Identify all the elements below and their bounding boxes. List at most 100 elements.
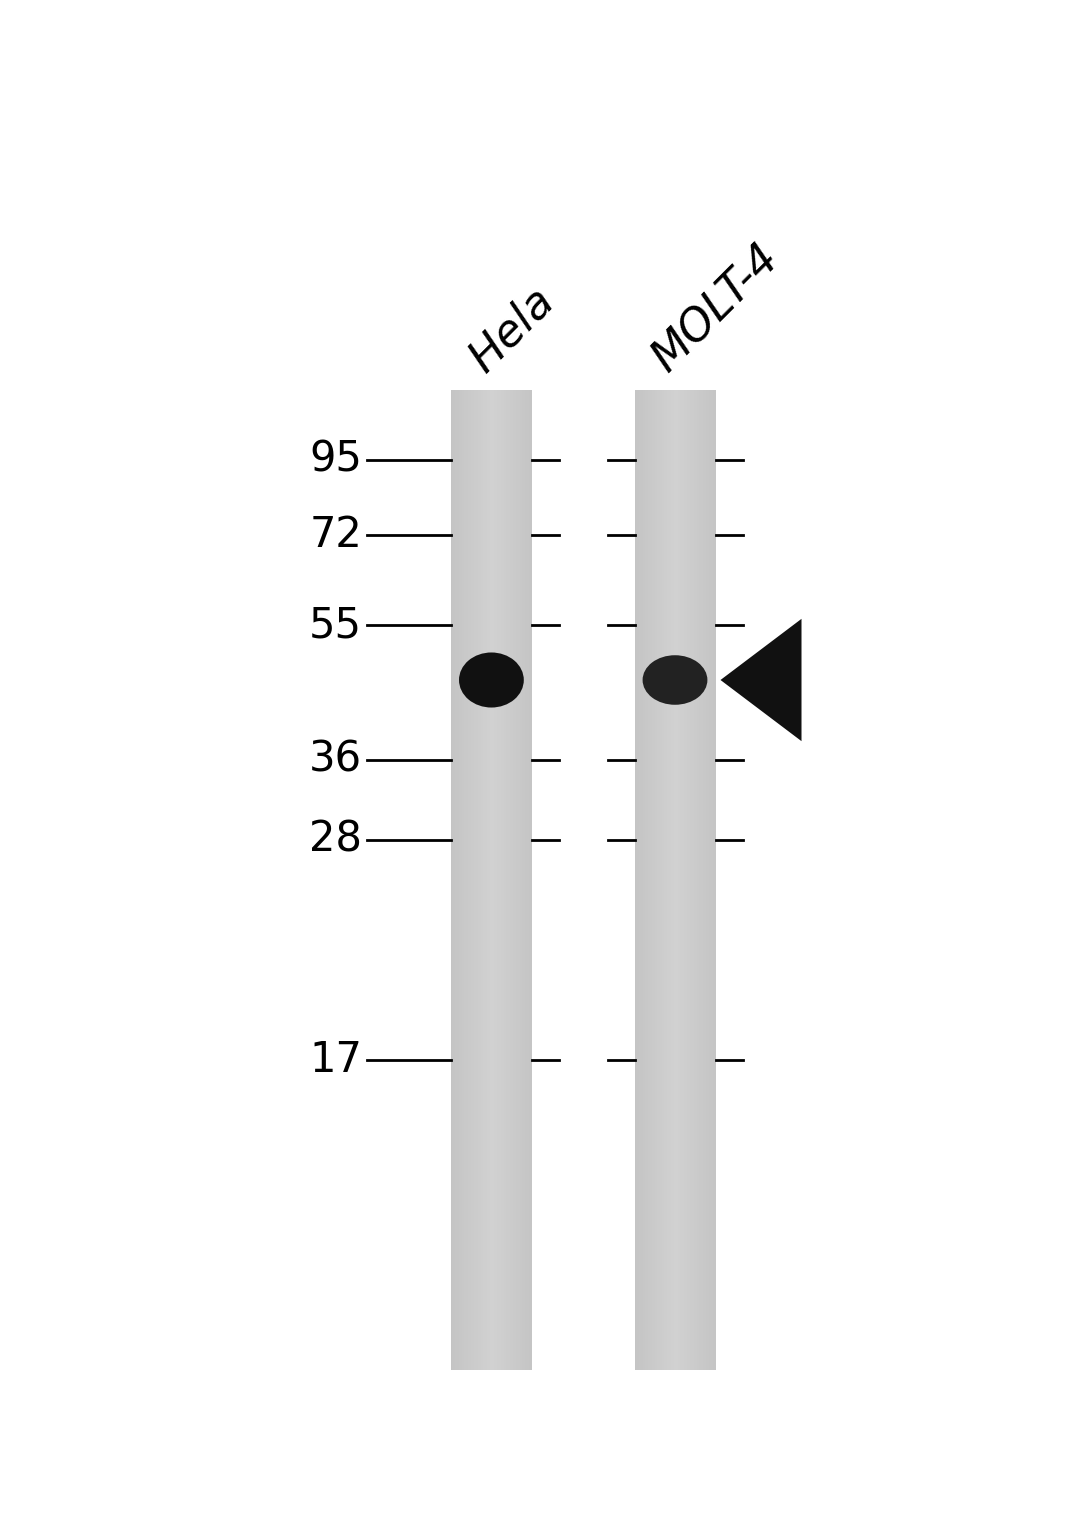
Text: 55: 55 bbox=[309, 604, 362, 645]
Bar bbox=[491, 390, 492, 1370]
Bar bbox=[455, 390, 457, 1370]
Bar bbox=[463, 390, 464, 1370]
Bar bbox=[671, 390, 672, 1370]
Bar bbox=[696, 390, 697, 1370]
Bar bbox=[465, 390, 468, 1370]
Bar bbox=[675, 390, 676, 1370]
Bar bbox=[486, 390, 487, 1370]
Bar bbox=[468, 390, 469, 1370]
Bar bbox=[711, 390, 712, 1370]
Bar bbox=[508, 390, 509, 1370]
Bar bbox=[713, 390, 714, 1370]
Bar bbox=[714, 390, 715, 1370]
Bar bbox=[652, 390, 653, 1370]
Bar bbox=[660, 390, 661, 1370]
Bar bbox=[654, 390, 657, 1370]
Bar bbox=[454, 390, 455, 1370]
Text: 28: 28 bbox=[309, 820, 362, 861]
Bar bbox=[664, 390, 665, 1370]
Bar bbox=[484, 390, 485, 1370]
Bar bbox=[681, 390, 684, 1370]
Bar bbox=[647, 390, 648, 1370]
Bar bbox=[674, 390, 675, 1370]
Bar bbox=[676, 390, 678, 1370]
Bar bbox=[639, 390, 642, 1370]
Bar bbox=[667, 390, 669, 1370]
Bar bbox=[475, 390, 476, 1370]
Bar bbox=[480, 390, 481, 1370]
Bar bbox=[474, 390, 475, 1370]
Bar bbox=[471, 390, 473, 1370]
Bar bbox=[706, 390, 707, 1370]
Bar bbox=[648, 390, 649, 1370]
Bar bbox=[505, 390, 507, 1370]
Bar bbox=[649, 390, 650, 1370]
Bar bbox=[496, 390, 497, 1370]
Bar bbox=[469, 390, 470, 1370]
Bar bbox=[453, 390, 454, 1370]
Polygon shape bbox=[720, 619, 801, 742]
Bar bbox=[700, 390, 701, 1370]
Bar bbox=[495, 390, 496, 1370]
Ellipse shape bbox=[643, 656, 707, 705]
Bar bbox=[701, 390, 702, 1370]
Bar bbox=[497, 390, 498, 1370]
Bar bbox=[527, 390, 528, 1370]
Bar bbox=[507, 390, 508, 1370]
Bar bbox=[659, 390, 660, 1370]
Bar bbox=[516, 390, 517, 1370]
Bar bbox=[692, 390, 693, 1370]
Bar bbox=[657, 390, 658, 1370]
Bar bbox=[529, 390, 530, 1370]
Bar bbox=[687, 390, 689, 1370]
Bar bbox=[658, 390, 659, 1370]
Bar bbox=[501, 390, 502, 1370]
Bar bbox=[697, 390, 698, 1370]
Bar bbox=[708, 390, 711, 1370]
Bar bbox=[638, 390, 639, 1370]
Bar bbox=[518, 390, 519, 1370]
Text: MOLT-4: MOLT-4 bbox=[645, 237, 788, 381]
Bar bbox=[514, 390, 516, 1370]
Bar bbox=[635, 390, 636, 1370]
Bar bbox=[498, 390, 500, 1370]
Bar bbox=[502, 390, 503, 1370]
Bar bbox=[669, 390, 670, 1370]
Bar bbox=[500, 390, 501, 1370]
Bar bbox=[689, 390, 690, 1370]
Bar bbox=[530, 390, 532, 1370]
Bar bbox=[492, 390, 495, 1370]
Bar bbox=[691, 390, 692, 1370]
Bar bbox=[464, 390, 465, 1370]
Bar bbox=[690, 390, 691, 1370]
Bar bbox=[707, 390, 708, 1370]
Bar bbox=[685, 390, 686, 1370]
Bar bbox=[481, 390, 482, 1370]
Bar bbox=[528, 390, 529, 1370]
Bar bbox=[473, 390, 474, 1370]
Bar bbox=[462, 390, 463, 1370]
Bar bbox=[636, 390, 637, 1370]
Bar bbox=[459, 390, 460, 1370]
Text: 17: 17 bbox=[309, 1040, 362, 1081]
Bar bbox=[519, 390, 522, 1370]
Bar bbox=[643, 390, 644, 1370]
Bar bbox=[678, 390, 679, 1370]
Bar bbox=[670, 390, 671, 1370]
Bar bbox=[458, 390, 459, 1370]
Bar bbox=[470, 390, 471, 1370]
Bar bbox=[698, 390, 700, 1370]
Bar bbox=[511, 390, 512, 1370]
Bar bbox=[460, 390, 462, 1370]
Bar bbox=[702, 390, 703, 1370]
Bar bbox=[637, 390, 638, 1370]
Bar bbox=[650, 390, 652, 1370]
Bar bbox=[646, 390, 647, 1370]
Bar bbox=[489, 390, 490, 1370]
Text: Hela: Hela bbox=[461, 278, 563, 381]
Bar bbox=[522, 390, 523, 1370]
Bar bbox=[503, 390, 505, 1370]
Bar bbox=[686, 390, 687, 1370]
Bar bbox=[684, 390, 685, 1370]
Bar bbox=[661, 390, 663, 1370]
